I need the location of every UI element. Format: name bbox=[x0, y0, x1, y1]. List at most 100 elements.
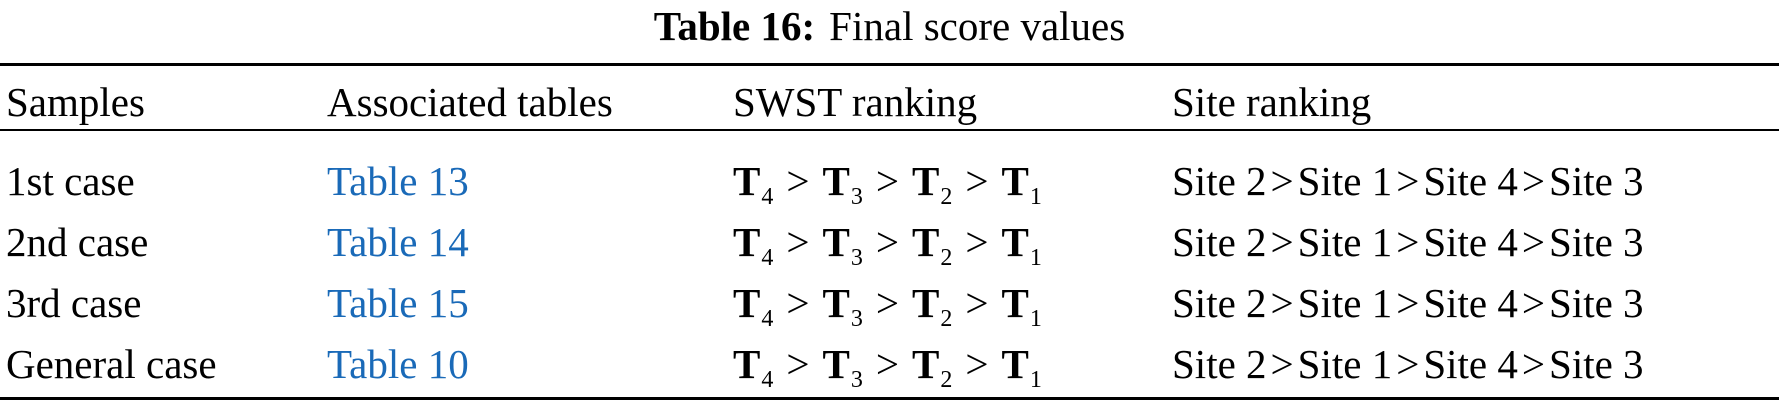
table-caption: Table 16: Final score values bbox=[0, 0, 1779, 50]
gt-sign: > bbox=[1270, 280, 1294, 326]
site-name: Site 4 bbox=[1423, 280, 1518, 326]
table-row: General case Table 10 T4 > T3 > T2 > T1 Site 2… bbox=[0, 334, 1779, 394]
header-associated-tables: Associated tables bbox=[327, 79, 613, 125]
site-name: Site 3 bbox=[1549, 219, 1644, 265]
gt-sign: > bbox=[875, 158, 899, 204]
gt-sign: > bbox=[1396, 219, 1420, 265]
gt-sign: > bbox=[1396, 158, 1420, 204]
swst-subscript: 1 bbox=[1029, 184, 1042, 210]
site-name: Site 1 bbox=[1297, 219, 1393, 265]
site-name: Site 2 bbox=[1172, 158, 1267, 204]
swst-ranking-cell: T4 > T3 > T2 > T1 bbox=[733, 334, 1042, 401]
table-link[interactable]: Table 10 bbox=[327, 341, 469, 387]
swst-symbol: T bbox=[733, 158, 761, 204]
header-swst-ranking: SWST ranking bbox=[733, 79, 978, 125]
gt-sign: > bbox=[875, 280, 899, 326]
table-link[interactable]: Table 15 bbox=[327, 280, 469, 326]
table-link[interactable]: Table 14 bbox=[327, 219, 469, 265]
swst-symbol: T bbox=[822, 158, 850, 204]
gt-sign: > bbox=[1521, 341, 1546, 387]
swst-symbol: T bbox=[1001, 341, 1029, 387]
bottom-rule bbox=[0, 397, 1779, 400]
swst-subscript: 3 bbox=[850, 245, 863, 271]
table-link[interactable]: Table 13 bbox=[327, 158, 469, 204]
site-ranking-cell: Site 2>Site 1>Site 4>Site 3 bbox=[1172, 273, 1644, 333]
header-site-ranking: Site ranking bbox=[1172, 79, 1372, 125]
gt-sign: > bbox=[1270, 341, 1294, 387]
swst-symbol: T bbox=[822, 341, 850, 387]
swst-subscript: 2 bbox=[940, 184, 953, 210]
site-name: Site 3 bbox=[1549, 158, 1644, 204]
swst-symbol: T bbox=[911, 158, 940, 204]
gt-sign: > bbox=[1270, 219, 1294, 265]
swst-symbol: T bbox=[911, 341, 940, 387]
swst-subscript: 2 bbox=[940, 245, 953, 271]
site-name: Site 1 bbox=[1297, 341, 1393, 387]
swst-subscript: 1 bbox=[1029, 306, 1042, 332]
header-samples: Samples bbox=[6, 79, 145, 125]
swst-symbol: T bbox=[733, 219, 761, 265]
swst-symbol: T bbox=[1001, 280, 1029, 326]
sample-cell: 2nd case bbox=[6, 219, 149, 265]
caption-label: Table 16: bbox=[653, 3, 816, 49]
header-rule bbox=[0, 129, 1779, 131]
gt-sign: > bbox=[1396, 280, 1420, 326]
sample-cell: General case bbox=[6, 341, 217, 387]
swst-symbol: T bbox=[733, 341, 761, 387]
swst-subscript: 4 bbox=[761, 245, 774, 271]
gt-sign: > bbox=[875, 219, 899, 265]
site-name: Site 2 bbox=[1172, 280, 1267, 326]
gt-sign: > bbox=[965, 280, 989, 326]
swst-subscript: 3 bbox=[850, 367, 863, 393]
gt-sign: > bbox=[965, 341, 989, 387]
site-ranking-cell: Site 2>Site 1>Site 4>Site 3 bbox=[1172, 151, 1644, 211]
site-ranking-cell: Site 2>Site 1>Site 4>Site 3 bbox=[1172, 334, 1644, 394]
swst-ranking-cell: T4 > T3 > T2 > T1 bbox=[733, 151, 1042, 218]
swst-subscript: 4 bbox=[761, 367, 774, 393]
table-row: 2nd case Table 14 T4 > T3 > T2 > T1 Site 2>Sit… bbox=[0, 212, 1779, 272]
swst-subscript: 3 bbox=[850, 306, 863, 332]
sample-cell: 1st case bbox=[6, 158, 135, 204]
site-name: Site 4 bbox=[1423, 158, 1518, 204]
site-name: Site 1 bbox=[1297, 280, 1393, 326]
gt-sign: > bbox=[965, 219, 989, 265]
top-rule bbox=[0, 63, 1779, 66]
swst-symbol: T bbox=[1001, 219, 1029, 265]
site-name: Site 2 bbox=[1172, 341, 1267, 387]
swst-subscript: 3 bbox=[850, 184, 863, 210]
swst-subscript: 1 bbox=[1029, 245, 1042, 271]
swst-symbol: T bbox=[822, 219, 850, 265]
swst-symbol: T bbox=[911, 219, 940, 265]
swst-ranking-cell: T4 > T3 > T2 > T1 bbox=[733, 212, 1042, 279]
gt-sign: > bbox=[1521, 280, 1546, 326]
gt-sign: > bbox=[1396, 341, 1420, 387]
gt-sign: > bbox=[965, 158, 989, 204]
swst-subscript: 4 bbox=[761, 306, 774, 332]
swst-subscript: 2 bbox=[940, 306, 953, 332]
gt-sign: > bbox=[1521, 158, 1546, 204]
header-row: Samples Associated tables SWST ranking S… bbox=[0, 72, 1779, 132]
gt-sign: > bbox=[1270, 158, 1294, 204]
swst-symbol: T bbox=[822, 280, 850, 326]
swst-ranking-cell: T4 > T3 > T2 > T1 bbox=[733, 273, 1042, 340]
site-name: Site 3 bbox=[1549, 341, 1644, 387]
gt-sign: > bbox=[786, 219, 810, 265]
site-name: Site 3 bbox=[1549, 280, 1644, 326]
swst-symbol: T bbox=[733, 280, 761, 326]
site-name: Site 4 bbox=[1423, 341, 1518, 387]
site-ranking-cell: Site 2>Site 1>Site 4>Site 3 bbox=[1172, 212, 1644, 272]
gt-sign: > bbox=[786, 158, 810, 204]
site-name: Site 2 bbox=[1172, 219, 1267, 265]
swst-symbol: T bbox=[1001, 158, 1029, 204]
swst-symbol: T bbox=[911, 280, 940, 326]
swst-subscript: 4 bbox=[761, 184, 774, 210]
site-name: Site 4 bbox=[1423, 219, 1518, 265]
table-row: 1st case Table 13 T4 > T3 > T2 > T1 Site 2>Sit… bbox=[0, 151, 1779, 211]
caption-title: Final score values bbox=[829, 3, 1126, 49]
gt-sign: > bbox=[786, 280, 810, 326]
gt-sign: > bbox=[786, 341, 810, 387]
swst-subscript: 1 bbox=[1029, 367, 1042, 393]
gt-sign: > bbox=[1521, 219, 1546, 265]
table-row: 3rd case Table 15 T4 > T3 > T2 > T1 Site 2>Sit… bbox=[0, 273, 1779, 333]
